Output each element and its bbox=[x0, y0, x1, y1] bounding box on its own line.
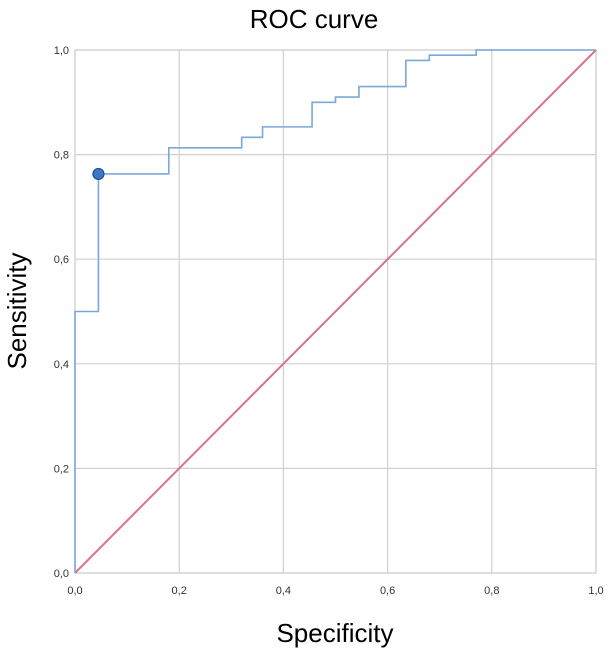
x-tick-label: 0,2 bbox=[172, 585, 187, 597]
x-tick-label: 0,4 bbox=[276, 585, 291, 597]
x-tick-label: 1,0 bbox=[588, 585, 603, 597]
reference-diagonal-line bbox=[74, 49, 597, 574]
y-tick-label: 0,8 bbox=[54, 150, 69, 162]
y-axis-title: Sensitivity bbox=[2, 252, 32, 369]
y-tick-label: 1,0 bbox=[54, 45, 69, 57]
y-tick-label: 0,2 bbox=[54, 463, 69, 475]
x-tick-label: 0,6 bbox=[380, 585, 395, 597]
x-tick-label: 0,0 bbox=[67, 585, 82, 597]
x-tick-label: 0,8 bbox=[484, 585, 499, 597]
optimal-cutoff-marker bbox=[92, 167, 105, 181]
x-axis-title: Specificity bbox=[276, 618, 393, 648]
tick-labels: 0,0 0,2 0,4 0,6 0,8 1,0 0,0 0,2 0,4 0,6 0,8 1,0 bbox=[54, 45, 604, 597]
y-tick-label: 0,0 bbox=[54, 568, 69, 580]
y-tick-label: 0,6 bbox=[54, 254, 69, 266]
y-tick-label: 0,4 bbox=[54, 359, 69, 371]
chart-title: ROC curve bbox=[250, 4, 379, 34]
roc-curve-line bbox=[74, 49, 596, 573]
series-layer bbox=[74, 49, 597, 574]
